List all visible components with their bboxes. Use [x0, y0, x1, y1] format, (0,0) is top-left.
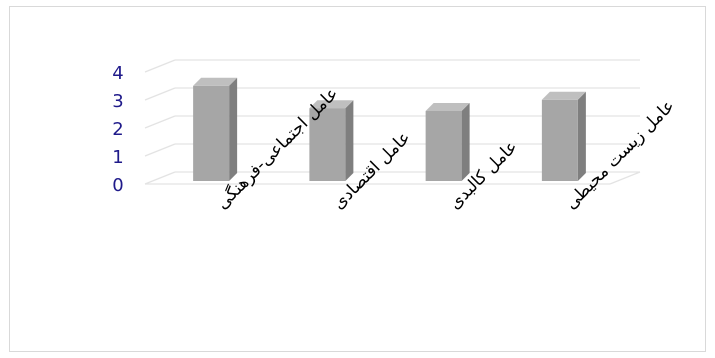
gridline-depth	[144, 171, 176, 185]
gridline-depth	[144, 115, 176, 129]
bar-side	[577, 91, 586, 181]
bar-side	[461, 103, 470, 181]
y-tick-label: 4	[112, 63, 123, 84]
y-tick-label: 0	[112, 175, 123, 196]
y-tick-label: 1	[112, 147, 123, 168]
bar	[541, 99, 578, 181]
bar-side	[229, 77, 238, 181]
gridline-depth	[144, 87, 176, 101]
gridline-depth	[144, 59, 176, 73]
chart-frame	[9, 6, 706, 352]
y-tick-label: 3	[112, 91, 123, 112]
floor-edge-side	[609, 171, 641, 185]
bar-top	[541, 91, 586, 100]
bar	[193, 85, 230, 181]
bar-top	[193, 77, 238, 86]
bar	[309, 108, 346, 181]
bar	[425, 111, 462, 181]
bar-top	[425, 103, 470, 111]
bar-top	[309, 100, 354, 109]
gridline-depth	[144, 143, 176, 157]
bar-side	[345, 100, 354, 181]
y-tick-label: 2	[112, 119, 123, 140]
